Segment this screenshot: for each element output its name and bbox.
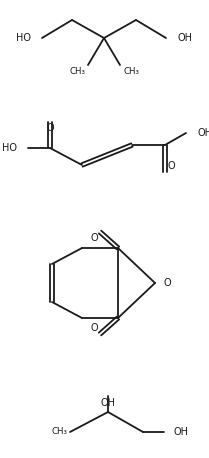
Text: O: O	[168, 161, 176, 171]
Text: O: O	[90, 233, 98, 243]
Text: CH₃: CH₃	[123, 67, 139, 76]
Text: CH₃: CH₃	[69, 67, 85, 76]
Text: HO: HO	[2, 143, 17, 153]
Text: O: O	[90, 323, 98, 333]
Text: CH₃: CH₃	[52, 427, 68, 436]
Text: HO: HO	[16, 33, 31, 43]
Text: OH: OH	[197, 128, 209, 138]
Text: OH: OH	[177, 33, 192, 43]
Text: O: O	[46, 123, 54, 133]
Text: O: O	[163, 278, 171, 288]
Text: OH: OH	[174, 427, 189, 437]
Text: OH: OH	[101, 398, 116, 408]
